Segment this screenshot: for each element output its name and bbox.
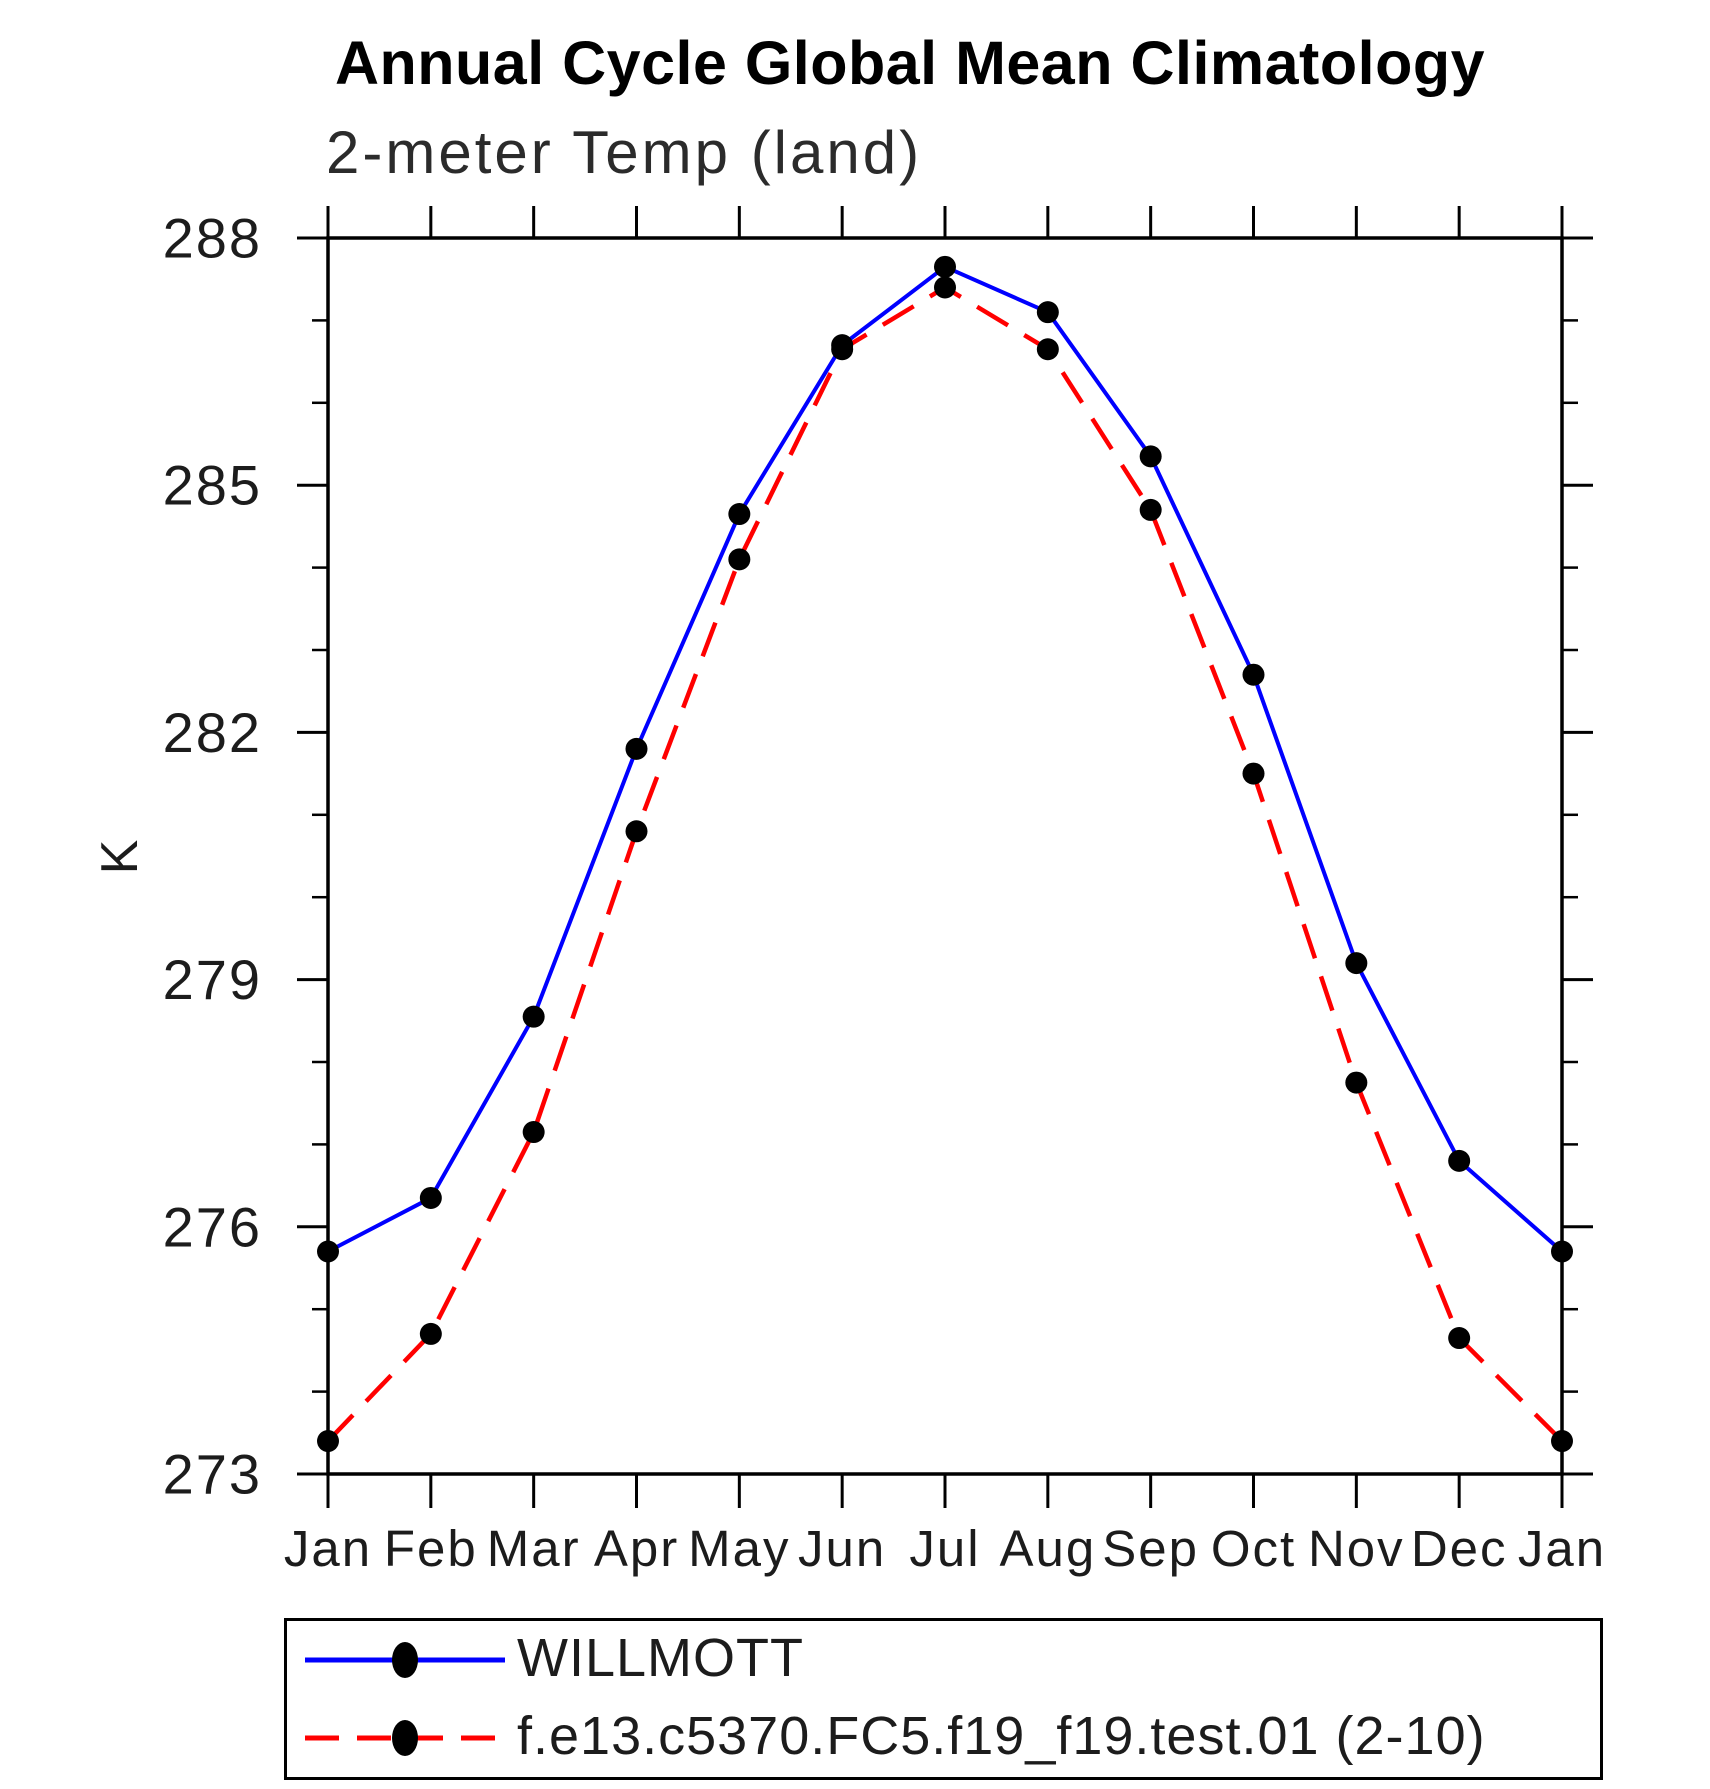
legend-line-sample-solid [305, 1642, 505, 1678]
x-tick-label: May [688, 1520, 790, 1577]
data-point-model-jun-5 [831, 338, 854, 361]
data-point-willmott-mar-2 [522, 1005, 545, 1028]
y-tick-label: 273 [163, 1443, 262, 1506]
data-point-willmott-sep-8 [1139, 445, 1162, 468]
data-point-model-apr-3 [625, 820, 648, 843]
y-tick-label: 279 [163, 948, 262, 1011]
chart-subtitle: 2-meter Temp (land) [326, 119, 923, 186]
legend-marker-dot [392, 1720, 418, 1756]
y-tick-label: 285 [163, 454, 262, 517]
x-tick-label: Sep [1102, 1520, 1199, 1577]
chart-title: Annual Cycle Global Mean Climatology [334, 29, 1486, 97]
series-line-model [326, 285, 1564, 1443]
data-point-willmott-nov-10 [1345, 952, 1368, 975]
y-tick-label: 276 [163, 1195, 262, 1258]
legend-box: WILLMOTT f.e13.c5370.FC5.f19_f19.test.01… [284, 1618, 1603, 1780]
legend-item-model: f.e13.c5370.FC5.f19_f19.test.01 (2-10) [287, 1699, 1600, 1777]
data-point-willmott-jul-6 [934, 255, 956, 278]
data-point-willmott-jan-0 [317, 1240, 339, 1263]
y-axis-unit-label: K [91, 838, 149, 875]
data-point-willmott-apr-3 [625, 737, 648, 760]
data-point-model-jan-0 [317, 1430, 339, 1453]
x-tick-label: Jan [1518, 1520, 1606, 1577]
data-point-model-mar-2 [522, 1121, 545, 1144]
legend-line-sample-dashed [305, 1720, 505, 1756]
data-point-model-oct-9 [1242, 762, 1265, 785]
data-point-willmott-feb-1 [419, 1186, 442, 1209]
legend-label-willmott: WILLMOTT [517, 1628, 804, 1688]
x-tick-label: Jul [909, 1520, 980, 1577]
data-point-willmott-jan-12 [1551, 1240, 1573, 1263]
x-tick-label: Nov [1308, 1520, 1405, 1577]
legend-label-model: f.e13.c5370.FC5.f19_f19.test.01 (2-10) [517, 1706, 1486, 1766]
data-point-willmott-dec-11 [1448, 1149, 1471, 1172]
legend-item-willmott: WILLMOTT [287, 1621, 1600, 1699]
data-point-model-nov-10 [1345, 1071, 1368, 1094]
series-line-willmott [327, 264, 1564, 1254]
x-tick-label: Feb [384, 1520, 478, 1577]
data-point-model-sep-8 [1139, 498, 1162, 521]
data-point-willmott-oct-9 [1242, 663, 1265, 686]
data-point-model-jul-6 [934, 276, 956, 299]
data-point-model-aug-7 [1036, 338, 1059, 361]
x-tick-label: Jan [284, 1520, 372, 1577]
y-tick-label: 282 [163, 701, 262, 764]
y-tick-label: 288 [163, 207, 262, 270]
plot-border [326, 236, 1564, 1476]
x-tick-label: Jun [798, 1520, 886, 1577]
x-tick-label: Mar [487, 1520, 581, 1577]
data-point-willmott-aug-7 [1036, 301, 1059, 324]
data-point-model-feb-1 [419, 1322, 442, 1345]
data-point-willmott-may-4 [728, 503, 751, 526]
x-tick-label: Aug [999, 1520, 1096, 1577]
legend-marker-dot [392, 1642, 418, 1678]
data-point-model-dec-11 [1448, 1327, 1471, 1350]
x-tick-label: Oct [1211, 1520, 1296, 1577]
data-point-model-jan-12 [1551, 1430, 1573, 1453]
x-tick-label: Apr [594, 1520, 679, 1577]
data-point-model-may-4 [728, 548, 751, 571]
x-tick-label: Dec [1411, 1520, 1508, 1577]
